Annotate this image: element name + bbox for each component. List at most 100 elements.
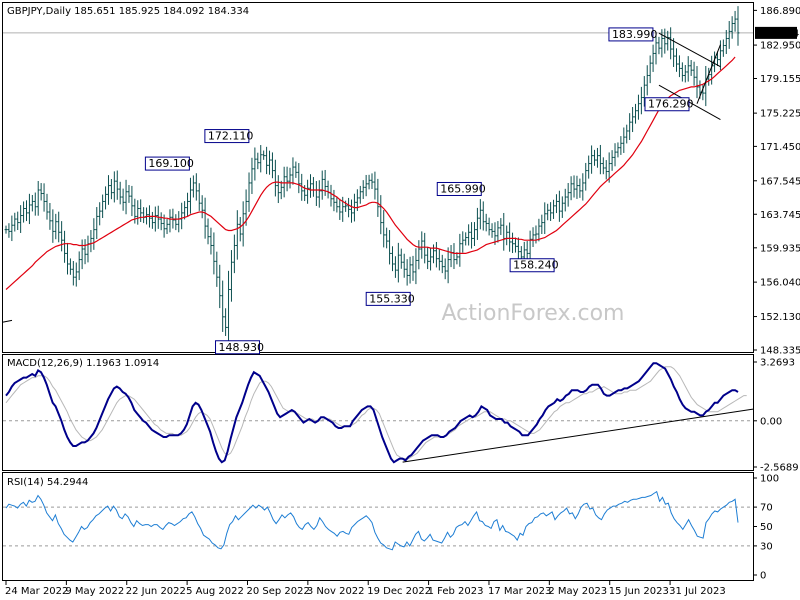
price-bar bbox=[464, 232, 468, 246]
price-bar bbox=[613, 143, 617, 167]
price-y-tick-label: 159.935 bbox=[760, 243, 800, 254]
price-bar bbox=[60, 221, 64, 252]
macd-signal-line bbox=[5, 366, 747, 460]
rsi-panel-frame bbox=[2, 472, 754, 581]
price-bar bbox=[294, 161, 298, 178]
x-tick-label: 5 Aug 2022 bbox=[186, 586, 244, 597]
x-tick-label: 17 Mar 2023 bbox=[488, 586, 551, 597]
price-label-text: 148.930 bbox=[219, 341, 265, 354]
price-y-tick-label: 186.890 bbox=[760, 6, 800, 17]
price-bar bbox=[394, 256, 397, 278]
price-label-text: 176.290 bbox=[648, 98, 694, 111]
price-bar bbox=[110, 179, 113, 200]
price-bar bbox=[639, 86, 643, 115]
price-bar bbox=[186, 192, 189, 217]
price-series-group bbox=[2, 6, 753, 347]
macd-series-group bbox=[3, 362, 754, 464]
price-bar bbox=[467, 224, 471, 246]
price-bar bbox=[476, 207, 479, 240]
price-bar bbox=[218, 264, 222, 309]
price-bar bbox=[215, 251, 219, 287]
price-bar bbox=[124, 179, 128, 215]
price-bar bbox=[528, 230, 532, 263]
x-tick-label: 20 Sep 2022 bbox=[246, 586, 309, 597]
price-y-tick-label: 182.950 bbox=[760, 41, 800, 52]
price-bar bbox=[616, 142, 620, 158]
price-bar bbox=[194, 173, 198, 201]
price-y-tick-label: 167.545 bbox=[760, 176, 800, 187]
x-tick-label: 15 Jun 2023 bbox=[609, 586, 669, 597]
x-tick-label: 22 Jun 2022 bbox=[126, 586, 186, 597]
current-price-badge bbox=[755, 26, 797, 39]
price-bar bbox=[727, 21, 731, 49]
price-bar bbox=[625, 124, 629, 144]
x-tick-label: 19 Dec 2022 bbox=[367, 586, 431, 597]
price-label: 176.290 bbox=[644, 97, 694, 112]
rsi-y-tick-label: 50 bbox=[760, 522, 773, 533]
price-bar bbox=[657, 36, 661, 55]
price-bar bbox=[127, 185, 131, 203]
price-bar bbox=[601, 157, 605, 175]
price-bar bbox=[271, 152, 274, 179]
price-bar bbox=[22, 201, 25, 223]
price-bar bbox=[514, 237, 517, 253]
price-labels-group: 169.100 172.110 148.930 155.330 165.990 158.2… bbox=[144, 27, 694, 355]
price-bar bbox=[631, 106, 634, 133]
price-bar bbox=[338, 198, 342, 220]
price-bar bbox=[247, 172, 251, 212]
price-bar bbox=[232, 234, 236, 274]
price-bar bbox=[481, 201, 485, 231]
price-bar bbox=[16, 211, 20, 231]
price-bar bbox=[235, 210, 239, 260]
price-bar bbox=[414, 248, 418, 285]
price-bar bbox=[683, 65, 687, 83]
price-label-box bbox=[509, 258, 555, 273]
price-bar bbox=[508, 222, 512, 252]
price-bar bbox=[721, 39, 725, 57]
x-tick-label: 1 Feb 2023 bbox=[428, 586, 484, 597]
price-bar bbox=[490, 223, 494, 238]
price-bar bbox=[92, 218, 96, 250]
price-bar bbox=[227, 270, 230, 347]
price-bar bbox=[543, 202, 547, 234]
price-bar bbox=[654, 31, 658, 65]
price-bar bbox=[30, 194, 34, 212]
price-bar bbox=[388, 230, 391, 265]
price-bar bbox=[678, 55, 681, 78]
price-bar bbox=[552, 199, 555, 219]
price-bar bbox=[557, 190, 561, 222]
price-bar bbox=[42, 183, 46, 212]
price-bar bbox=[478, 199, 482, 230]
price-bar bbox=[209, 227, 213, 255]
price-bar bbox=[736, 6, 740, 46]
price-bar bbox=[587, 155, 591, 179]
price-bar bbox=[686, 56, 690, 82]
price-y-tick-label: 152.130 bbox=[760, 312, 800, 323]
macd-y-tick-label: -2.5689 bbox=[760, 463, 799, 474]
price-label-text: 158.240 bbox=[513, 259, 559, 272]
price-bar bbox=[262, 150, 266, 160]
price-bar bbox=[306, 179, 309, 204]
price-label: 148.930 bbox=[215, 340, 265, 355]
price-bar bbox=[634, 103, 637, 124]
left-edge-mark bbox=[2, 319, 13, 323]
price-label: 155.330 bbox=[365, 291, 415, 306]
price-bar bbox=[435, 242, 438, 268]
price-bar bbox=[651, 44, 655, 72]
price-bar bbox=[212, 232, 216, 275]
price-bar bbox=[104, 186, 107, 210]
price-bar bbox=[276, 175, 280, 204]
price-bar bbox=[45, 193, 49, 220]
price-bar bbox=[379, 195, 383, 235]
moving-average-line bbox=[5, 56, 736, 290]
price-bar bbox=[622, 127, 626, 153]
price-bar bbox=[130, 185, 134, 217]
price-bar bbox=[470, 222, 473, 249]
price-bar bbox=[517, 237, 520, 261]
price-bar bbox=[153, 206, 157, 232]
price-bar bbox=[420, 231, 424, 259]
price-bar bbox=[484, 213, 488, 232]
price-bar bbox=[291, 157, 295, 185]
price-bar bbox=[733, 10, 737, 32]
